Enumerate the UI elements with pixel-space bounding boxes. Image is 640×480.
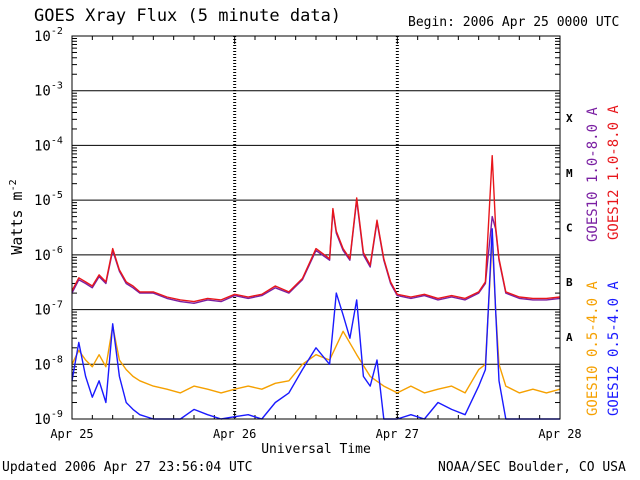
flare-class-x: X (566, 112, 573, 125)
flare-class-m: M (566, 167, 573, 180)
y-tick-base: 10 (34, 412, 51, 428)
y-tick-label: 10-5 (34, 190, 63, 209)
y-tick-exponent: -9 (51, 409, 63, 420)
y-tick-exponent: -4 (51, 135, 63, 146)
y-tick-exponent: -7 (51, 300, 63, 311)
flare-class-c: C (566, 222, 573, 235)
legend-goes10-short-wrap: GOES10 0.5-4.0 A (585, 281, 601, 416)
legend-goes12-long-text: GOES12 1.0-8.0 A (606, 105, 622, 240)
plot-frame (71, 35, 561, 420)
y-tick-base: 10 (34, 193, 51, 209)
y-tick-label: 10-9 (34, 409, 63, 428)
y-tick-label: 10-7 (34, 300, 63, 319)
y-tick-exponent: -8 (51, 354, 63, 365)
y-tick-base: 10 (34, 29, 51, 45)
y-tick-label: 10-6 (34, 245, 63, 264)
flare-class-b: B (566, 276, 573, 289)
flare-class-labels: X M C B A (566, 112, 573, 344)
updated-timestamp: Updated 2006 Apr 27 23:56:04 UTC (2, 460, 253, 475)
y-tick-base: 10 (34, 84, 51, 100)
legend-goes10-long-text: GOES10 1.0-8.0 A (585, 107, 601, 242)
y-tick-label: 10-8 (34, 354, 63, 373)
x-tick-labels: Apr 25 Apr 26 Apr 27 Apr 28 (50, 427, 581, 441)
y-tick-exponent: -2 (51, 26, 63, 37)
chart-title: GOES Xray Flux (5 minute data) (34, 6, 342, 26)
y-tick-label: 10-2 (34, 26, 63, 45)
begin-date-label: Begin: 2006 Apr 25 0000 UTC (408, 15, 620, 30)
x-axis-label: Universal Time (261, 442, 371, 457)
series-line-goes12-0-5-4-0-a (71, 228, 560, 420)
y-tick-exponent: -6 (51, 245, 63, 256)
y-tick-exponent: -3 (51, 81, 63, 92)
x-tick-label: Apr 27 (376, 427, 419, 441)
y-tick-exponent: -5 (51, 190, 63, 201)
legend-goes12-long-wrap: GOES12 1.0-8.0 A (606, 105, 622, 240)
noaa-credit: NOAA/SEC Boulder, CO USA (438, 460, 626, 475)
y-tick-label: 10-3 (34, 81, 63, 100)
x-tick-label: Apr 28 (538, 427, 581, 441)
y-tick-base: 10 (34, 357, 51, 373)
series-layer (71, 154, 561, 420)
grid-layer (71, 36, 561, 419)
legend-goes12-short-text: GOES12 0.5-4.0 A (606, 281, 622, 416)
x-tick-label: Apr 26 (213, 427, 256, 441)
y-tick-base: 10 (34, 138, 51, 154)
flare-class-a: A (566, 331, 573, 344)
y-tick-base: 10 (34, 248, 51, 264)
y-tick-labels: 10-210-310-410-510-610-710-810-9 (34, 26, 63, 428)
x-tick-label: Apr 25 (50, 427, 93, 441)
legend-goes10-short-text: GOES10 0.5-4.0 A (585, 281, 601, 416)
series-line-goes12-1-0-8-0-a (71, 154, 561, 303)
legend-goes10-long-wrap: GOES10 1.0-8.0 A (585, 107, 601, 242)
y-tick-label: 10-4 (34, 135, 63, 154)
y-tick-base: 10 (34, 303, 51, 319)
legend-goes12-short-wrap: GOES12 0.5-4.0 A (606, 281, 622, 416)
